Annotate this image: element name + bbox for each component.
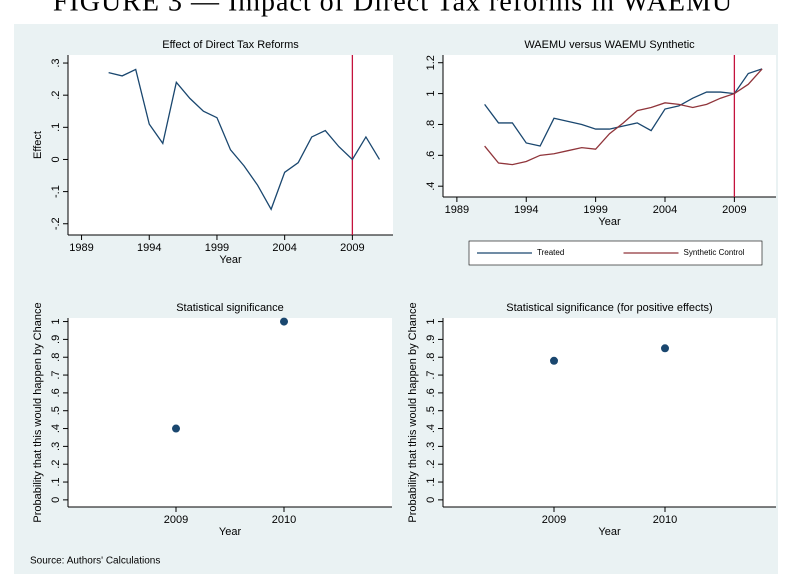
y-tick-label: .1 [425, 477, 437, 486]
chart-title: WAEMU versus WAEMU Synthetic [524, 39, 695, 51]
y-tick-label: .4 [425, 424, 437, 433]
x-tick-label: 2009 [164, 514, 188, 526]
figure-title: FIGURE 3 — Impact of Direct Tax reforms … [53, 0, 733, 17]
y-tick-label: .4 [50, 424, 62, 433]
y-tick-label: .5 [425, 406, 437, 415]
y-tick-label: .8 [50, 353, 62, 362]
y-tick-label: 0 [50, 156, 62, 162]
legend-label: Treated [537, 248, 564, 257]
chart-title: Statistical significance [176, 302, 284, 314]
y-axis-label: Probability that this would happen by Ch… [32, 302, 44, 522]
y-tick-label: .3 [50, 58, 62, 67]
y-tick-label: .2 [425, 460, 437, 469]
y-tick-label: .8 [425, 120, 437, 129]
data-line [484, 68, 763, 147]
y-tick-label: 0 [425, 497, 437, 503]
data-point [550, 356, 558, 365]
data-point [661, 344, 669, 353]
x-tick-label: 2010 [653, 514, 677, 526]
y-tick-label: .1 [50, 123, 62, 132]
x-axis-label: Year [219, 254, 242, 266]
data-point [172, 424, 180, 433]
y-tick-label: .3 [50, 442, 62, 451]
y-tick-label: -.2 [50, 217, 62, 230]
y-tick-label: .7 [425, 370, 437, 379]
y-tick-label: .8 [425, 353, 437, 362]
y-tick-label: .6 [50, 388, 62, 397]
y-axis-label: Effect [32, 131, 44, 159]
y-tick-label: 1 [50, 319, 62, 325]
data-line [108, 68, 381, 211]
x-tick-label: 1994 [137, 242, 161, 254]
y-tick-label: .7 [50, 370, 62, 379]
data-line [484, 68, 763, 166]
x-axis-label: Year [219, 526, 242, 538]
x-axis-label: Year [598, 526, 621, 538]
plot-area [68, 318, 392, 507]
y-tick-label: .9 [50, 335, 62, 344]
x-tick-label: 2009 [542, 514, 566, 526]
legend-label: Synthetic Control [684, 248, 745, 257]
y-tick-label: .6 [425, 388, 437, 397]
y-tick-label: .5 [50, 406, 62, 415]
y-tick-label: 0 [50, 497, 62, 503]
plot-area [68, 55, 393, 235]
x-tick-label: 1989 [69, 242, 93, 254]
y-tick-label: .9 [425, 335, 437, 344]
y-tick-label: .1 [50, 477, 62, 486]
y-tick-label: 1 [425, 91, 437, 97]
chart-title: Effect of Direct Tax Reforms [162, 39, 299, 51]
y-tick-label: 1.2 [425, 55, 437, 70]
data-point [280, 317, 288, 326]
x-tick-label: 1989 [445, 204, 469, 216]
x-tick-label: 2010 [272, 514, 296, 526]
y-tick-label: .2 [50, 91, 62, 100]
x-tick-label: 1994 [514, 204, 538, 216]
x-tick-label: 1999 [583, 204, 607, 216]
x-tick-label: 2004 [653, 204, 677, 216]
x-axis-label: Year [598, 216, 621, 228]
y-tick-label: .6 [425, 151, 437, 160]
x-tick-label: 1999 [205, 242, 229, 254]
x-tick-label: 2004 [272, 242, 296, 254]
x-tick-label: 2009 [722, 204, 746, 216]
x-tick-label: 2009 [340, 242, 364, 254]
y-tick-label: .4 [425, 182, 437, 191]
y-axis-label: Probability that this would happen by Ch… [407, 302, 419, 522]
source-note: Source: Authors' Calculations [30, 556, 160, 567]
plot-area [443, 55, 776, 197]
y-tick-label: 1 [425, 319, 437, 325]
chart-title: Statistical significance (for positive e… [506, 302, 712, 314]
y-tick-label: .3 [425, 442, 437, 451]
y-tick-label: -.1 [50, 185, 62, 198]
y-tick-label: .2 [50, 460, 62, 469]
plot-area [443, 318, 776, 507]
